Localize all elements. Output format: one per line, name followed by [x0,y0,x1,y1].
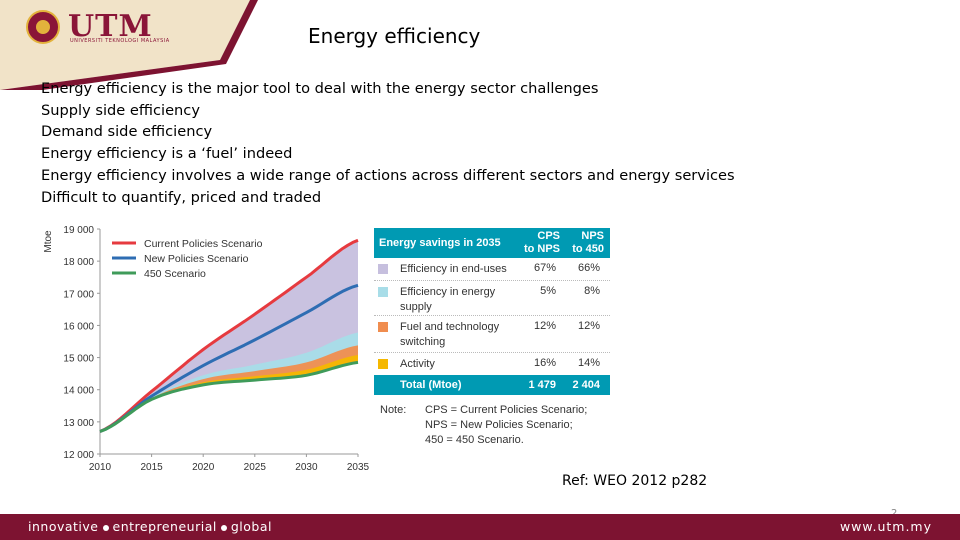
bullet-item: Energy efficiency involves a wide range … [41,166,735,184]
table-title: Energy savings in 2035 [379,237,501,249]
legend-swatch [378,359,388,369]
bullet-list: Energy efficiency is the major tool to d… [41,78,735,208]
table-total-row: Total (Mtoe) 1 479 2 404 [374,375,610,395]
tagline-word: entrepreneurial [112,519,217,534]
note-line: 450 = 450 Scenario. [425,434,524,446]
bullet-item: Supply side efficiency [41,101,200,119]
y-tick-label: 15 000 [63,354,94,365]
utm-logo: UTM [26,9,153,45]
footer-tagline: innovative entrepreneurial global [28,519,272,534]
legend-swatch [378,287,388,297]
energy-savings-table: Energy savings in 2035 CPS to NPS NPS to 4… [374,228,610,395]
band-area [100,345,358,432]
table-row: Fuel and technology switching 12% 12% [374,316,610,353]
row-value-cps-nps: 12% [533,320,556,332]
y-tick-label: 14 000 [63,386,94,397]
total-label: Total (Mtoe) [400,379,462,391]
legend-label: New Policies Scenario [144,253,249,265]
total-value-nps-450: 2 404 [572,379,600,391]
series-line [99,238,359,433]
bullet-item: Energy efficiency is the major tool to d… [41,80,599,97]
table-row: Efficiency in energy supply 5% 8% [374,281,610,316]
note-line: CPS = Current Policies Scenario; [425,404,588,416]
row-value-cps-nps: 16% [533,357,556,369]
total-value-cps-nps: 1 479 [528,379,556,391]
bullet-dot-icon [102,524,109,531]
x-tick-label: 2030 [295,462,318,473]
logo-subtitle: UNIVERSITI TEKNOLOGI MALAYSIA [70,38,170,44]
row-value-nps-450: 14% [577,357,600,369]
band-area [100,355,358,432]
legend-label: 450 Scenario [144,268,206,280]
legend-swatch [378,264,388,274]
x-tick-label: 2025 [244,462,267,473]
table-row: Efficiency in end-uses 67% 66% [374,258,610,281]
series-line [99,360,359,433]
row-value-cps-nps: 67% [533,262,556,274]
slide-title: Energy efficiency [308,24,481,48]
x-tick-label: 2020 [192,462,215,473]
utm-crest-icon [26,10,60,44]
row-value-nps-450: 12% [577,320,600,332]
col-header-nps-450: NPS to 450 [572,230,604,255]
bullet-item: Energy efficiency is a ‘fuel’ indeed [41,145,293,163]
y-tick-label: 17 000 [63,289,94,300]
tagline-word: innovative [28,519,99,534]
legend-swatch [378,322,388,332]
row-value-nps-450: 66% [577,262,600,274]
note-label: Note: [380,404,407,416]
bullet-item: Demand side efficiency [41,123,213,141]
y-tick-label: 16 000 [63,321,94,332]
band-area [100,332,358,432]
series-line [99,283,359,433]
row-label: Efficiency in energy supply [400,286,496,313]
tagline-word: global [230,519,272,534]
y-tick-label: 19 000 [63,225,94,236]
row-value-nps-450: 8% [584,285,600,297]
table-header: Energy savings in 2035 CPS to NPS NPS to 4… [374,228,610,258]
table-row: Activity 16% 14% [374,353,610,375]
energy-demand-chart: 12 000 13 000 14 000 15 000 16 000 17 000 18 0… [43,225,370,473]
y-axis-label: Mtoe [43,230,54,253]
x-tick-label: 2035 [347,462,370,473]
x-tick-label: 2015 [140,462,163,473]
footer-url[interactable]: www.utm.my [839,519,932,534]
row-value-cps-nps: 5% [540,285,556,297]
reference-text: Ref: WEO 2012 p282 [562,473,708,489]
x-tick-label: 2010 [89,462,112,473]
row-label: Activity [400,358,435,370]
y-tick-label: 13 000 [63,418,94,429]
bullet-item: Difficult to quantify, priced and traded [41,188,322,206]
logo-text: UTM [68,9,153,44]
row-label: Efficiency in end-uses [400,263,507,275]
header-band [0,0,258,90]
note-line: NPS = New Policies Scenario; [425,419,573,431]
col-header-cps-nps: CPS to NPS [523,230,560,255]
y-tick-label: 12 000 [63,450,94,461]
footer-bar: innovative entrepreneurial global www.utm.… [0,514,960,540]
legend-label: Current Policies Scenario [144,238,263,250]
page-number: 2 [891,508,897,519]
row-label: Fuel and technology switching [400,321,500,348]
y-tick-label: 18 000 [63,257,94,268]
bullet-dot-icon [220,524,227,531]
